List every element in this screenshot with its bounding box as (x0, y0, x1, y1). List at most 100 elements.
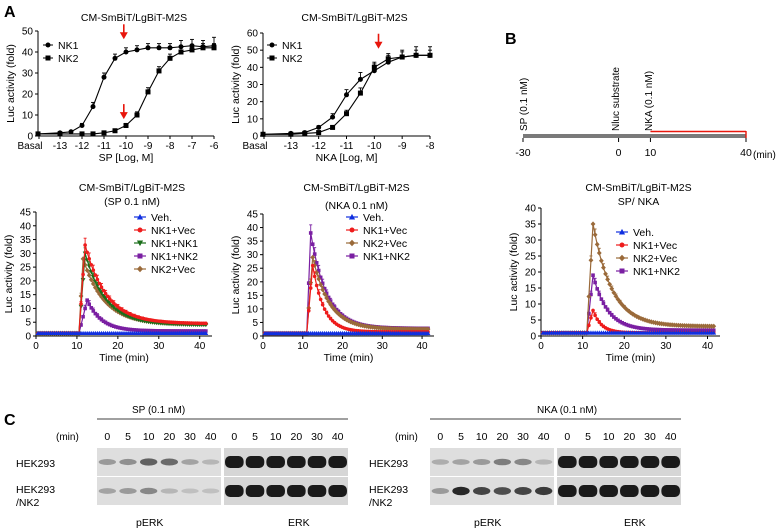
y-tick-label: 0 (252, 332, 258, 343)
blot-band-erk (287, 456, 306, 468)
data-point-nk1+nk2 (156, 329, 161, 333)
x-tick-label: -13 (53, 141, 68, 152)
blot-band-erk (620, 485, 639, 497)
data-point-nk1+nk2 (111, 324, 116, 329)
data-point-nk1+nk2 (107, 322, 112, 327)
x-tick-label: -6 (210, 141, 219, 152)
x-tick-label: -11 (340, 141, 354, 152)
blot-band-erk (266, 485, 285, 497)
data-point-nk1+nk2 (93, 311, 98, 316)
blot-band-erk (245, 485, 265, 497)
data-point-nk1+nk2 (686, 328, 691, 332)
series-line-nk1+vec (264, 265, 429, 334)
data-point-nk1+nk2 (103, 320, 108, 325)
data-point-nk1+nk2 (659, 327, 664, 332)
blot-lane-label: 20 (163, 431, 175, 443)
data-point-nk2 (260, 131, 266, 137)
data-point-nk1 (344, 92, 349, 98)
data-point-nk2+vec (628, 309, 633, 316)
data-point-nk2+vec (342, 315, 347, 322)
data-point-nk1+vec (87, 257, 92, 261)
fit-curve-nk1 (37, 45, 215, 135)
data-point-nk2 (167, 55, 173, 61)
blot-row-label: /NK2 (16, 497, 40, 509)
data-point-nk2 (35, 131, 41, 137)
data-point-nk1 (134, 47, 140, 53)
data-point-nk2+vec (314, 269, 320, 276)
y-tick-label: 5 (530, 316, 536, 327)
data-point-nk1+nk2 (152, 328, 157, 333)
data-point-nk1 (167, 45, 173, 51)
blot-min-label: (min) (56, 432, 79, 443)
data-point-nk1+nk2 (657, 327, 662, 332)
data-point-nk2+vec (611, 290, 617, 296)
blot-lane-label: 5 (252, 431, 258, 443)
data-point-nk1+nk2 (130, 327, 134, 332)
data-point-nk2+vec (334, 309, 339, 315)
blot-band-erk (578, 456, 598, 468)
blot-lane-label: 5 (585, 431, 591, 443)
western-blot-sp: SP (0.1 nM) (min) HEK293 HEK293 /NK2 pER… (16, 405, 348, 529)
y-tick-label: 30 (20, 249, 32, 260)
data-point-nk1 (330, 114, 336, 120)
blot-lane-label: 10 (270, 431, 282, 443)
data-point-nk1+nk2 (599, 297, 604, 301)
chart-title: CM-SmBiT/LgBiT-M2S (79, 182, 185, 194)
x-axis-label: Time (min) (324, 352, 374, 364)
data-point-nk1+nk2 (322, 286, 327, 291)
data-point-nk2 (302, 130, 308, 136)
y-tick-label: 25 (525, 252, 537, 263)
y-tick-label: 5 (25, 318, 31, 329)
chart-title: CM-SmBiT/LgBiT-M2S (81, 12, 187, 24)
data-point-nk1+vec (312, 274, 317, 279)
y-tick-label: 45 (20, 208, 32, 219)
data-point-nk1+nk2 (83, 306, 87, 311)
y-axis-label: Luc activity (fold) (3, 235, 15, 314)
blot-lane-label: 10 (603, 431, 615, 443)
data-point-nk2+vec (84, 267, 90, 273)
blot-band-perk (139, 458, 158, 466)
data-point-nk2 (357, 90, 363, 96)
x-tick-label: -12 (311, 141, 326, 152)
data-point-nk1+vec (89, 262, 94, 267)
blot-band-erk (558, 456, 577, 468)
data-point-nk1+nk2 (109, 323, 114, 328)
data-point-nk2+vec (346, 318, 351, 324)
legend-marker (348, 239, 356, 247)
data-point-nk1+nk2 (645, 327, 649, 331)
data-point-nk1+nk2 (595, 287, 599, 291)
blot-lane-label: 40 (205, 431, 217, 443)
data-point-nk1+nk2 (122, 326, 126, 331)
y-tick-label: 30 (525, 236, 537, 247)
data-point-nk2+vec (324, 295, 330, 301)
data-point-nk1+nk2 (324, 291, 329, 296)
blot-band-erk (328, 485, 347, 497)
data-point-nk2 (344, 111, 349, 117)
chart-subtitle: (NKA 0.1 nM) (325, 200, 388, 212)
chart-title: CM-SmBiT/LgBiT-M2S (303, 182, 409, 194)
data-point-nk1+nk2 (140, 328, 145, 333)
chart-title: CM-SmBiT/LgBiT-M2S (585, 182, 691, 194)
data-point-nk1+nk2 (97, 316, 102, 320)
y-tick-label: 20 (22, 90, 34, 101)
blot-band-erk (245, 456, 265, 468)
blot-row-label: HEK293 (16, 458, 55, 470)
y-tick-label: 5 (252, 318, 258, 329)
legend-label: NK1 (282, 40, 303, 52)
data-point-nk1 (101, 74, 107, 80)
blot-band-erk (640, 485, 660, 497)
red-arrow-head (119, 112, 128, 120)
x-tick-label: 10 (71, 341, 83, 352)
y-tick-label: 10 (22, 111, 34, 122)
data-point-nk1+nk2 (124, 327, 128, 331)
data-point-nk2 (79, 131, 85, 137)
data-point-nk1+nk2 (634, 325, 639, 330)
x-tick-label: 10 (297, 341, 309, 352)
data-point-nk1+nk2 (310, 242, 315, 246)
blot-band-erk (266, 456, 285, 468)
legend-label: NK2+Vec (363, 238, 407, 250)
y-tick-label: 0 (27, 132, 33, 143)
data-point-nk2+vec (590, 221, 596, 227)
data-point-nk1+vec (83, 243, 87, 247)
data-point-nk1+vec (310, 263, 315, 268)
